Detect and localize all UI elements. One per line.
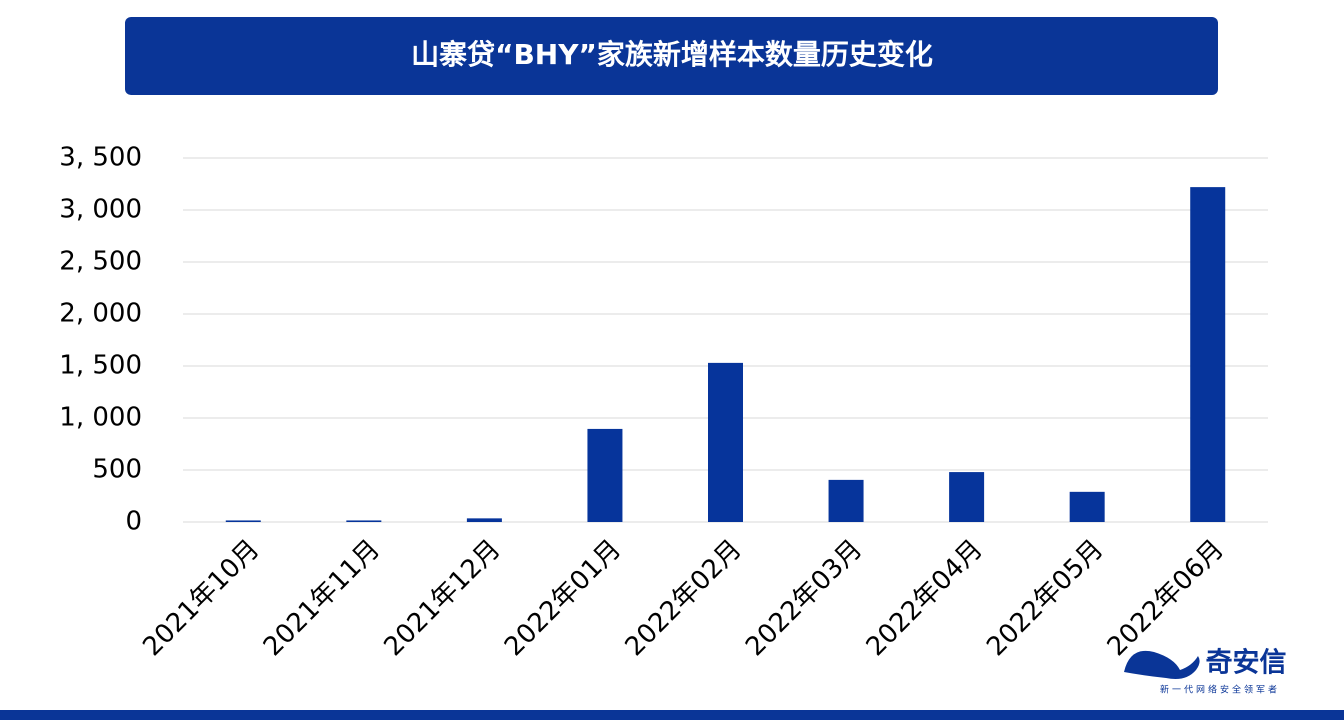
bar <box>346 520 382 522</box>
chart-title: 山寨贷“BHY”家族新增样本数量历史变化 <box>411 38 933 71</box>
bar <box>1069 491 1105 522</box>
title-banner <box>125 17 1218 95</box>
bar <box>949 472 985 522</box>
y-tick-label: 1, 000 <box>59 403 142 433</box>
y-tick-label: 500 <box>92 455 142 485</box>
bar <box>225 520 261 522</box>
bar <box>828 479 864 522</box>
y-tick-label: 0 <box>125 507 142 537</box>
bar <box>587 428 623 522</box>
logo-name: 奇安信 <box>1206 648 1287 679</box>
bottom-strip <box>0 710 1344 720</box>
bar <box>466 518 502 522</box>
y-tick-label: 2, 000 <box>59 299 142 329</box>
logo: 奇安信 新一代网络安全领军者 <box>1124 648 1287 696</box>
bar <box>708 362 743 522</box>
y-tick-label: 1, 500 <box>59 351 142 381</box>
bar <box>1190 187 1226 522</box>
y-tick-label: 3, 000 <box>59 195 142 225</box>
logo-icon <box>1124 650 1200 679</box>
y-tick-label: 3, 500 <box>59 143 142 173</box>
y-tick-label: 2, 500 <box>59 247 142 277</box>
logo-slogan: 新一代网络安全领军者 <box>1160 684 1280 696</box>
